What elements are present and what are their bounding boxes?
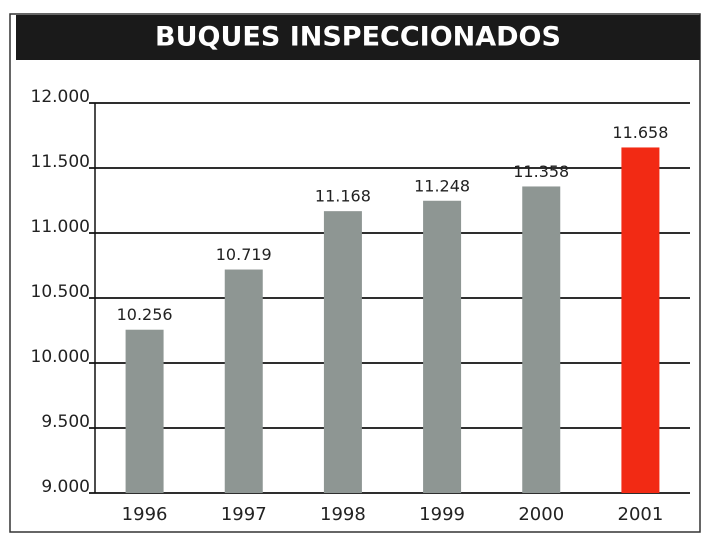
chart-title: BUQUES INSPECCIONADOS xyxy=(155,22,561,53)
y-tick-label: 11.500 xyxy=(31,152,90,172)
bar xyxy=(621,147,660,493)
x-tick-label: 1998 xyxy=(320,504,366,525)
x-tick-label: 1996 xyxy=(122,504,168,525)
value-label: 10.719 xyxy=(216,245,272,264)
value-label: 11.358 xyxy=(513,162,569,181)
bar xyxy=(323,211,362,493)
bar xyxy=(522,186,561,493)
x-tick-label: 1999 xyxy=(419,504,465,525)
bar xyxy=(224,269,263,493)
bar xyxy=(423,200,462,493)
title-bar xyxy=(16,15,700,60)
value-label: 11.658 xyxy=(612,123,668,142)
value-label: 11.248 xyxy=(414,176,470,195)
frame xyxy=(9,13,701,533)
x-tick-label: 2001 xyxy=(618,504,664,525)
bar xyxy=(125,329,164,493)
y-tick-label: 10.000 xyxy=(31,347,90,367)
y-tick-label: 12.000 xyxy=(31,87,90,107)
x-tick-label: 2000 xyxy=(518,504,564,525)
y-tick-label: 11.000 xyxy=(31,217,90,237)
x-tick-label: 1997 xyxy=(221,504,267,525)
y-tick-label: 9.000 xyxy=(41,477,90,497)
value-label: 10.256 xyxy=(117,305,173,324)
value-label: 11.168 xyxy=(315,187,371,206)
y-tick-label: 9.500 xyxy=(41,412,90,432)
y-tick-label: 10.500 xyxy=(31,282,90,302)
